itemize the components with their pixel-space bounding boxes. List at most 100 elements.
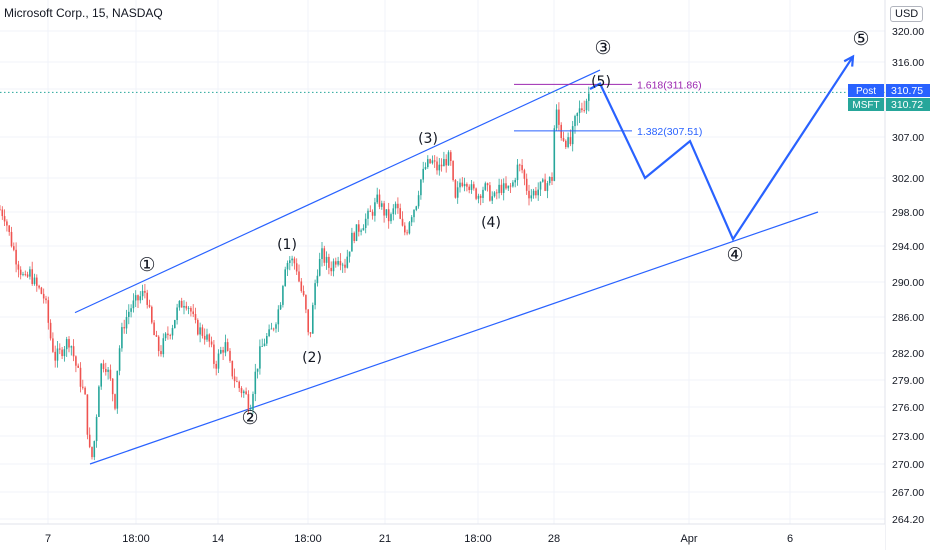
- candle-body: [569, 137, 572, 145]
- candle-body: [79, 367, 82, 387]
- projection-line[interactable]: [589, 55, 854, 242]
- candle-body: [291, 258, 293, 261]
- candle-body: [233, 376, 236, 382]
- candle-body: [565, 140, 567, 148]
- trend-channel[interactable]: [74, 69, 819, 465]
- candle-body: [447, 152, 450, 166]
- candle-body: [65, 339, 68, 350]
- candle-body: [440, 164, 443, 167]
- candle-body: [176, 307, 178, 321]
- candle-body: [47, 300, 50, 323]
- candle-body: [139, 296, 142, 301]
- candle-body: [261, 346, 263, 347]
- candle-body: [263, 343, 266, 347]
- candle-body: [574, 116, 576, 127]
- candle-body: [588, 93, 590, 101]
- candle-body: [516, 164, 519, 181]
- candle-body: [36, 277, 38, 286]
- candle-body: [155, 335, 158, 337]
- candle-body: [410, 217, 413, 223]
- candle-body: [31, 269, 33, 284]
- candle-body: [19, 269, 22, 275]
- elliott-wave-labels: (1) (2) (3) (4) (5) ① ② ③ ④ ⑤: [138, 28, 869, 429]
- price-tick-label: 316.00: [892, 57, 924, 69]
- candle-body: [26, 274, 29, 277]
- candle-body: [576, 113, 579, 117]
- wave-label-major: ④: [726, 244, 743, 266]
- price-tick-label: 290.00: [892, 277, 924, 289]
- candle-body: [406, 232, 408, 234]
- candle-body: [137, 295, 139, 301]
- candle-body: [63, 349, 66, 357]
- candle-body: [295, 263, 298, 272]
- wave-label-minor: (1): [277, 237, 297, 253]
- candle-body: [392, 208, 395, 215]
- candle-body: [132, 300, 135, 309]
- candle-body: [346, 256, 349, 268]
- candle-body: [551, 176, 553, 181]
- candle-body: [385, 209, 388, 216]
- candle-body: [314, 283, 316, 306]
- candle-body: [461, 182, 464, 187]
- price-badge-label: Post: [856, 86, 876, 97]
- candle-body: [123, 327, 125, 329]
- candle-body: [162, 338, 165, 355]
- currency-button[interactable]: USD: [890, 6, 924, 22]
- fibonacci-levels[interactable]: 1.618(311.86) 1.382(307.51): [514, 79, 702, 138]
- candle-body: [438, 164, 441, 171]
- candle-body: [245, 391, 247, 395]
- time-tick-label: 18:00: [294, 533, 322, 545]
- candle-body: [367, 210, 369, 219]
- candle-body: [470, 184, 473, 190]
- candle-body: [408, 222, 411, 234]
- candle-body: [171, 328, 174, 336]
- candle-body: [236, 381, 238, 382]
- candle-body: [332, 261, 335, 272]
- candle-body: [183, 305, 185, 308]
- candle-body: [277, 309, 280, 325]
- candle-body: [243, 391, 245, 394]
- candle-body: [268, 329, 270, 337]
- candle-body: [114, 394, 116, 409]
- wave-projection-path[interactable]: [589, 54, 855, 242]
- candle-body: [231, 360, 234, 377]
- symbol-title[interactable]: Microsoft Corp., 15, NASDAQ: [4, 6, 163, 20]
- candle-body: [24, 274, 27, 275]
- candle-body: [399, 208, 401, 219]
- candle-body: [75, 356, 77, 366]
- candle-body: [61, 349, 63, 357]
- channel-upper-line[interactable]: [74, 69, 601, 314]
- candle-body: [583, 110, 585, 111]
- candle-body: [371, 211, 374, 216]
- channel-lower-line[interactable]: [89, 211, 819, 465]
- candle-body: [203, 335, 206, 340]
- projection-arrowhead: [843, 54, 855, 67]
- candle-body: [151, 306, 153, 323]
- candle-body: [443, 159, 445, 167]
- candle-body: [275, 324, 277, 329]
- candle-body: [369, 210, 372, 212]
- price-badge-value-box: [886, 98, 930, 111]
- candle-body: [344, 264, 346, 268]
- price-tick-label: 320.00: [892, 26, 924, 38]
- candle-body: [491, 196, 493, 201]
- candle-body: [121, 327, 123, 349]
- time-axis[interactable]: 7 18:00 14 18:00 21 18:00 28 Apr 6: [0, 523, 885, 550]
- candle-body: [1, 209, 4, 217]
- candle-body: [309, 332, 312, 334]
- candle-body: [553, 128, 556, 181]
- candle-body: [282, 286, 284, 305]
- candle-body: [445, 159, 447, 166]
- price-badge-value: 310.75: [891, 85, 923, 97]
- price-axis[interactable]: 320.00316.00311.00307.00302.00298.00294.…: [884, 0, 932, 550]
- candle-body: [360, 230, 362, 232]
- candle-body: [77, 365, 79, 368]
- candle-body: [466, 183, 468, 187]
- wave-label-major: ③: [594, 37, 611, 59]
- candle-body: [49, 322, 52, 339]
- candle-body: [125, 317, 128, 329]
- candle-body: [6, 221, 8, 226]
- candle-body: [530, 195, 533, 199]
- candle-body: [351, 232, 353, 252]
